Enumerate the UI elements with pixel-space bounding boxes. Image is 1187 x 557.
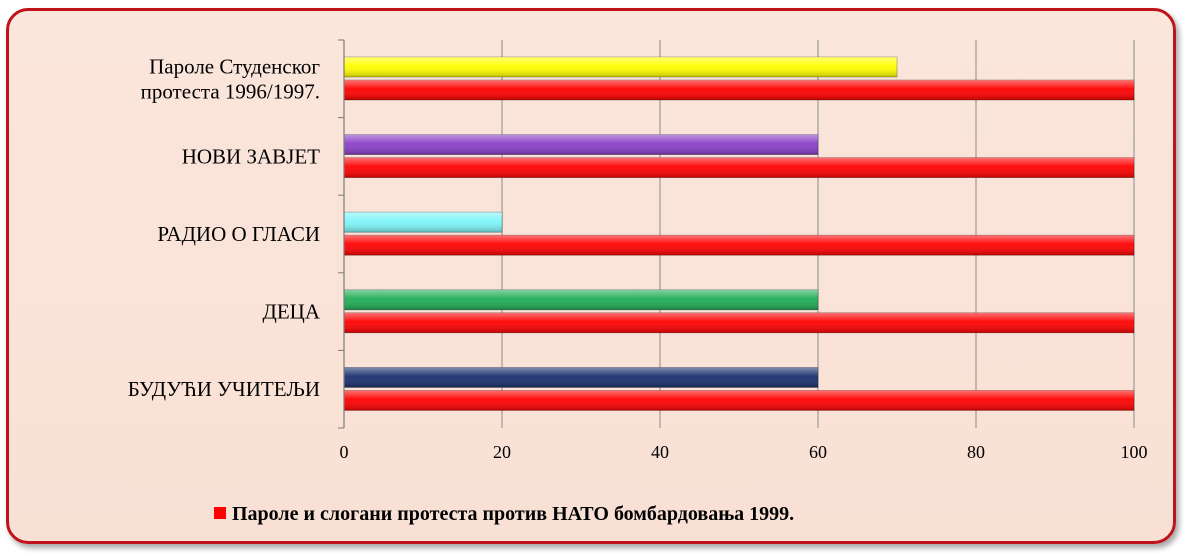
bar-shade <box>344 80 1134 100</box>
bar-shade <box>344 390 1134 411</box>
bar-shade <box>344 157 1134 178</box>
axes: 0 20 40 60 80 100 <box>338 39 1148 462</box>
category-label: НОВИ ЗАВЈЕТ <box>182 144 320 168</box>
legend-label: Пароле и слогани протеста против НАТО бо… <box>232 503 794 525</box>
x-tick-label-100: 100 <box>1121 442 1148 462</box>
x-tick-label-60: 60 <box>809 442 827 462</box>
category-label: БУДУЋИ УЧИТЕЉИ <box>128 377 320 401</box>
category-label: Пароле Студенског <box>149 54 320 78</box>
bar-shade <box>344 134 818 155</box>
legend-swatch <box>214 507 226 519</box>
bars <box>343 56 1135 411</box>
x-tick-label-80: 80 <box>967 442 985 462</box>
legend: Пароле и слогани протеста против НАТО бо… <box>214 503 794 525</box>
x-tick-label-40: 40 <box>651 442 669 462</box>
category-label: протеста 1996/1997. <box>141 79 320 103</box>
bar-shade <box>344 312 1134 333</box>
category-label: РАДИО О ГЛАСИ <box>157 222 320 246</box>
category-label: ДЕЦА <box>263 300 321 324</box>
bar-shade <box>344 367 818 388</box>
bar-shade <box>344 212 502 233</box>
bar-shade <box>344 235 1134 256</box>
bar-shade <box>344 57 897 77</box>
bar-shade <box>344 289 818 310</box>
x-tick-label-20: 20 <box>493 442 511 462</box>
x-tick-label-0: 0 <box>340 442 349 462</box>
